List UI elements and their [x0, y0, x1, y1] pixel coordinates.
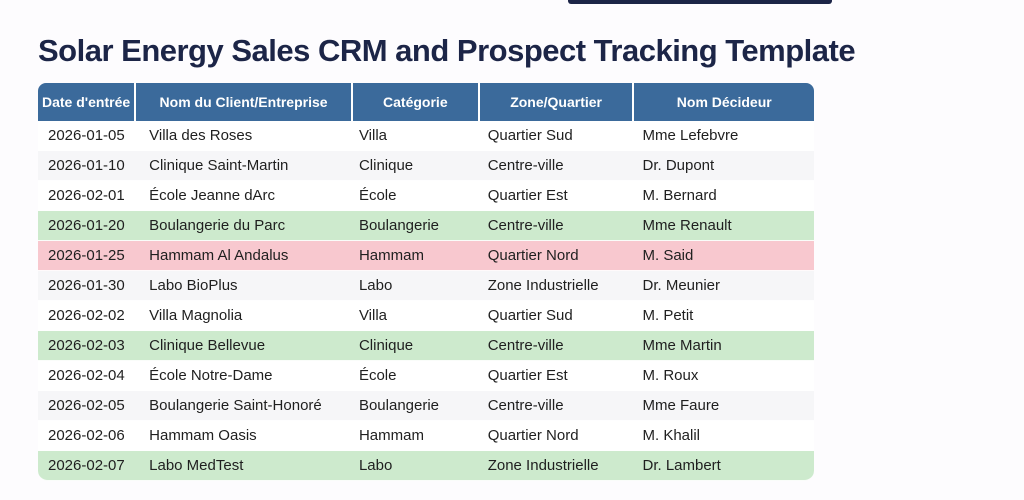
cell-client: Labo MedTest: [134, 451, 351, 481]
cell-category: Clinique: [350, 151, 478, 181]
cell-zone: Centre-ville: [477, 391, 633, 421]
table-row[interactable]: 2026-02-05 Boulangerie Saint-Honoré Boul…: [38, 391, 814, 421]
top-edge-strip: [568, 0, 832, 4]
cell-decideur: M. Bernard: [632, 181, 814, 211]
cell-zone: Quartier Est: [477, 181, 633, 211]
cell-category: Boulangerie: [350, 211, 478, 241]
cell-date: 2026-02-01: [38, 181, 135, 211]
col-header-category[interactable]: Catégorie: [350, 83, 478, 121]
table-row[interactable]: 2026-01-05 Villa des Roses Villa Quartie…: [38, 121, 814, 151]
cell-client: Villa des Roses: [134, 121, 351, 151]
cell-date: 2026-02-07: [38, 451, 135, 481]
crm-prospect-table: Date d'entrée Nom du Client/Entreprise C…: [38, 83, 814, 481]
cell-decideur: Mme Martin: [632, 331, 814, 361]
cell-date: 2026-01-20: [38, 211, 135, 241]
cell-zone: Zone Industrielle: [477, 271, 633, 301]
cell-client: Boulangerie Saint-Honoré: [134, 391, 351, 421]
table-row[interactable]: 2026-02-07 Labo MedTest Labo Zone Indust…: [38, 451, 814, 481]
cell-client: Labo BioPlus: [134, 271, 351, 301]
cell-client: Clinique Saint-Martin: [134, 151, 351, 181]
cell-zone: Zone Industrielle: [477, 451, 633, 481]
cell-category: École: [350, 181, 478, 211]
cell-category: Villa: [350, 301, 478, 331]
cell-decideur: Dr. Dupont: [632, 151, 814, 181]
cell-date: 2026-01-05: [38, 121, 135, 151]
cell-category: Villa: [350, 121, 478, 151]
cell-category: École: [350, 361, 478, 391]
cell-decideur: M. Petit: [632, 301, 814, 331]
cell-zone: Centre-ville: [477, 331, 633, 361]
col-header-decideur[interactable]: Nom Décideur: [632, 83, 814, 121]
col-header-zone[interactable]: Zone/Quartier: [477, 83, 633, 121]
cell-date: 2026-02-03: [38, 331, 135, 361]
cell-decideur: Mme Lefebvre: [632, 121, 814, 151]
table-row[interactable]: 2026-02-01 École Jeanne dArc École Quart…: [38, 181, 814, 211]
cell-zone: Quartier Nord: [477, 241, 633, 271]
table-row[interactable]: 2026-02-04 École Notre-Dame École Quarti…: [38, 361, 814, 391]
cell-category: Labo: [350, 451, 478, 481]
col-header-client[interactable]: Nom du Client/Entreprise: [134, 83, 351, 121]
cell-category: Hammam: [350, 421, 478, 451]
cell-zone: Quartier Est: [477, 361, 633, 391]
cell-decideur: M. Said: [632, 241, 814, 271]
cell-category: Clinique: [350, 331, 478, 361]
col-header-date[interactable]: Date d'entrée: [38, 83, 135, 121]
cell-decideur: Mme Renault: [632, 211, 814, 241]
cell-decideur: M. Roux: [632, 361, 814, 391]
cell-zone: Quartier Nord: [477, 421, 633, 451]
cell-client: Boulangerie du Parc: [134, 211, 351, 241]
table-header: Date d'entrée Nom du Client/Entreprise C…: [38, 83, 814, 121]
cell-date: 2026-02-06: [38, 421, 135, 451]
cell-decideur: Dr. Lambert: [632, 451, 814, 481]
cell-category: Labo: [350, 271, 478, 301]
cell-date: 2026-02-02: [38, 301, 135, 331]
table-row[interactable]: 2026-01-10 Clinique Saint-Martin Cliniqu…: [38, 151, 814, 181]
cell-decideur: M. Khalil: [632, 421, 814, 451]
cell-zone: Centre-ville: [477, 151, 633, 181]
cell-client: École Notre-Dame: [134, 361, 351, 391]
table-row[interactable]: 2026-01-20 Boulangerie du Parc Boulanger…: [38, 211, 814, 241]
cell-zone: Quartier Sud: [477, 301, 633, 331]
cell-decideur: Mme Faure: [632, 391, 814, 421]
cell-client: Hammam Al Andalus: [134, 241, 351, 271]
cell-client: Clinique Bellevue: [134, 331, 351, 361]
cell-client: Hammam Oasis: [134, 421, 351, 451]
cell-date: 2026-02-05: [38, 391, 135, 421]
cell-date: 2026-02-04: [38, 361, 135, 391]
table-row[interactable]: 2026-02-02 Villa Magnolia Villa Quartier…: [38, 301, 814, 331]
cell-client: École Jeanne dArc: [134, 181, 351, 211]
table-row[interactable]: 2026-02-03 Clinique Bellevue Clinique Ce…: [38, 331, 814, 361]
table-row[interactable]: 2026-01-25 Hammam Al Andalus Hammam Quar…: [38, 241, 814, 271]
cell-category: Hammam: [350, 241, 478, 271]
page-title: Solar Energy Sales CRM and Prospect Trac…: [38, 32, 856, 68]
cell-date: 2026-01-30: [38, 271, 135, 301]
cell-date: 2026-01-25: [38, 241, 135, 271]
table-row[interactable]: 2026-02-06 Hammam Oasis Hammam Quartier …: [38, 421, 814, 451]
cell-zone: Centre-ville: [477, 211, 633, 241]
cell-decideur: Dr. Meunier: [632, 271, 814, 301]
cell-category: Boulangerie: [350, 391, 478, 421]
cell-date: 2026-01-10: [38, 151, 135, 181]
cell-client: Villa Magnolia: [134, 301, 351, 331]
table-row[interactable]: 2026-01-30 Labo BioPlus Labo Zone Indust…: [38, 271, 814, 301]
cell-zone: Quartier Sud: [477, 121, 633, 151]
